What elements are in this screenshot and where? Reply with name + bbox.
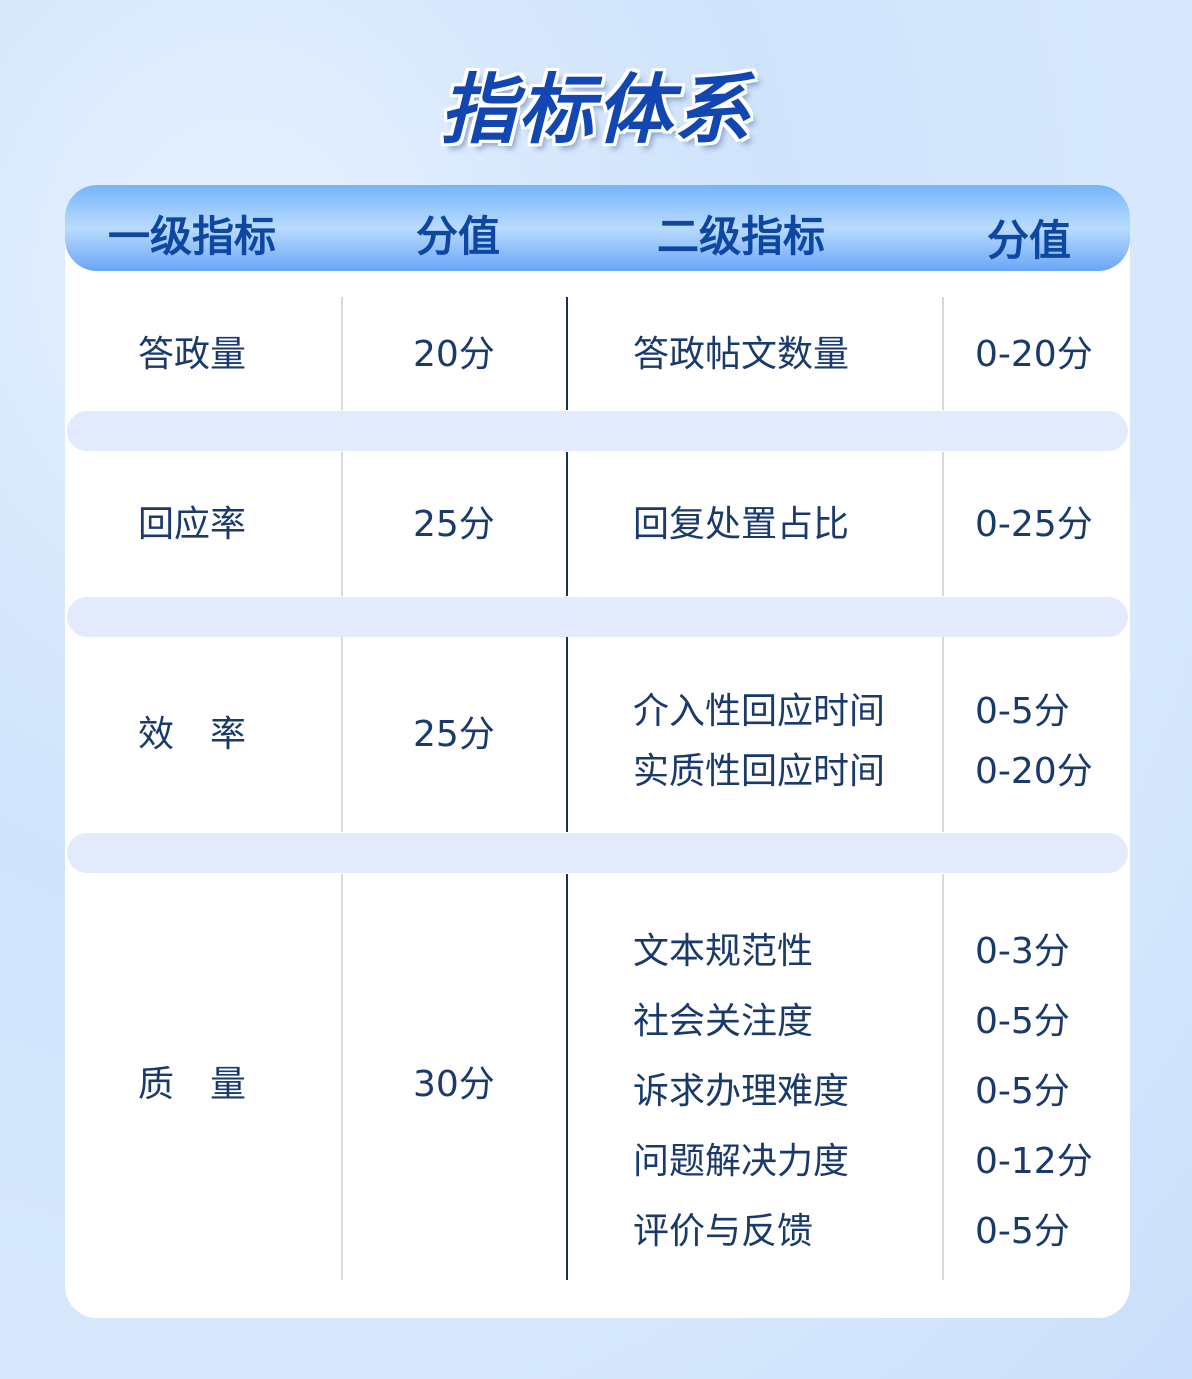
- page-title: 指标体系: [440, 65, 752, 154]
- primary-indicator: 回应率: [138, 504, 247, 545]
- row-divider: [67, 411, 1128, 451]
- column-divider: [942, 297, 944, 410]
- column-divider: [566, 637, 568, 832]
- primary-score: 30分: [413, 1064, 495, 1105]
- secondary-indicator: 评价与反馈: [633, 1211, 814, 1252]
- column-divider: [942, 874, 944, 1280]
- secondary-indicator: 回复处置占比: [633, 504, 850, 545]
- row-divider: [67, 833, 1128, 873]
- column-divider: [341, 637, 343, 832]
- primary-indicator: 效 率: [138, 714, 247, 755]
- secondary-score: 0-20分: [975, 751, 1093, 792]
- secondary-score: 0-25分: [975, 504, 1093, 545]
- secondary-indicator: 文本规范性: [633, 931, 814, 972]
- column-divider: [942, 637, 944, 832]
- column-divider: [566, 874, 568, 1280]
- primary-indicator: 答政量: [138, 334, 247, 375]
- column-divider: [566, 297, 568, 410]
- secondary-score: 0-12分: [975, 1141, 1093, 1182]
- secondary-indicator: 介入性回应时间: [633, 691, 886, 732]
- secondary-score: 0-5分: [975, 691, 1070, 732]
- column-divider: [942, 452, 944, 596]
- primary-score: 25分: [413, 714, 495, 755]
- header-score: 分值: [416, 212, 501, 261]
- secondary-score: 0-5分: [975, 1211, 1070, 1252]
- primary-score: 25分: [413, 504, 495, 545]
- row-divider: [67, 597, 1128, 637]
- column-divider: [341, 452, 343, 596]
- secondary-indicator: 社会关注度: [633, 1001, 814, 1042]
- secondary-indicator: 实质性回应时间: [633, 751, 886, 792]
- secondary-indicator: 答政帖文数量: [633, 334, 850, 375]
- primary-indicator: 质 量: [138, 1064, 247, 1105]
- secondary-score: 0-20分: [975, 334, 1093, 375]
- column-divider: [341, 874, 343, 1280]
- header-primary-indicator: 一级指标: [108, 212, 277, 261]
- secondary-score: 0-5分: [975, 1001, 1070, 1042]
- column-divider: [341, 297, 343, 410]
- header-score-range: 分值: [987, 216, 1072, 265]
- indicator-table: 一级指标 分值 二级指标 分值 答政量 20分 答政帖文数量 0-20分 回应率…: [65, 185, 1130, 1318]
- secondary-score: 0-5分: [975, 1071, 1070, 1112]
- column-divider: [566, 452, 568, 596]
- secondary-indicator: 诉求办理难度: [633, 1071, 850, 1112]
- primary-score: 20分: [413, 334, 495, 375]
- secondary-score: 0-3分: [975, 931, 1070, 972]
- table-header: 一级指标 分值 二级指标 分值: [65, 185, 1130, 271]
- header-secondary-indicator: 二级指标: [657, 212, 826, 261]
- secondary-indicator: 问题解决力度: [633, 1141, 850, 1182]
